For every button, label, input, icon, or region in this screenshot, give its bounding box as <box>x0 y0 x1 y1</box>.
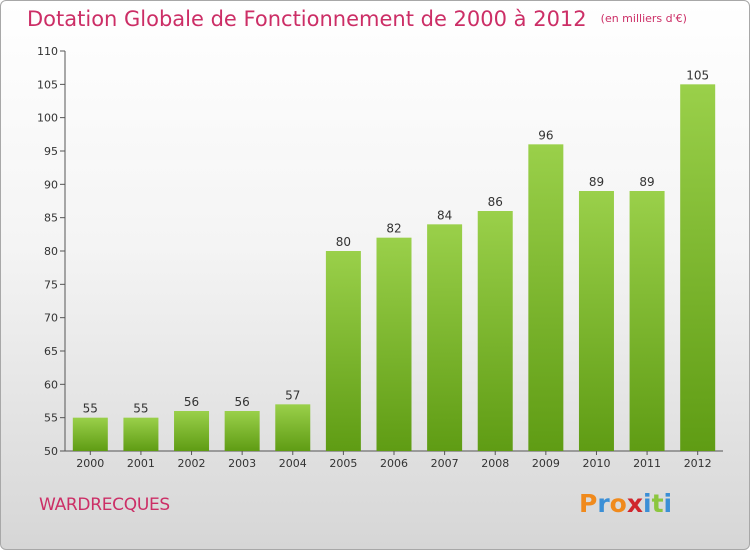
chart-title: Dotation Globale de Fonctionnement de 20… <box>27 7 687 31</box>
y-tick-label: 75 <box>44 278 58 291</box>
bar-2006 <box>376 237 412 451</box>
chart-subtitle: (en milliers d'€) <box>600 12 687 25</box>
bar-2001 <box>123 417 159 451</box>
chart-axes: 50 55 60 65 70 75 80 85 90 95 100 105 110 2000 2001 200… <box>37 45 723 470</box>
y-tick-label: 70 <box>44 312 58 325</box>
x-tick-label: 2000 <box>76 457 104 470</box>
logo-letter: P <box>579 489 598 518</box>
y-tick-label: 110 <box>37 45 58 58</box>
chart-bars: 55 55 56 56 57 80 82 84 86 96 89 89 105 <box>72 68 716 452</box>
bar-value-label: 56 <box>235 395 250 409</box>
x-tick-label: 2004 <box>279 457 307 470</box>
bar-2002 <box>174 411 210 451</box>
bar-value-label: 89 <box>589 175 604 189</box>
y-tick-label: 85 <box>44 212 58 225</box>
bar-2005 <box>325 251 361 451</box>
bar-2010 <box>578 191 614 451</box>
y-tick-label: 55 <box>44 412 58 425</box>
commune-name: WARDRECQUES <box>39 495 170 515</box>
y-tick-label: 100 <box>37 112 58 125</box>
bar-value-label: 84 <box>437 208 452 222</box>
y-tick-label: 50 <box>44 445 58 458</box>
bar-value-label: 105 <box>686 68 709 82</box>
bar-2003 <box>224 411 260 451</box>
logo-letter: i <box>663 489 673 518</box>
bar-2009 <box>528 144 564 452</box>
bar-value-label: 56 <box>184 395 199 409</box>
bar-2008 <box>477 211 513 451</box>
y-tick-label: 80 <box>44 245 58 258</box>
bar-value-label: 96 <box>538 128 553 142</box>
y-tick-label: 105 <box>37 78 58 91</box>
bar-value-label: 86 <box>488 195 503 209</box>
x-tick-label: 2012 <box>684 457 712 470</box>
x-tick-label: 2011 <box>633 457 661 470</box>
bar-2012 <box>680 84 716 451</box>
logo-letter: t <box>651 489 664 518</box>
x-tick-label: 2001 <box>127 457 155 470</box>
x-tick-label: 2006 <box>380 457 408 470</box>
logo-letter: i <box>643 489 652 518</box>
x-tick-label: 2002 <box>178 457 206 470</box>
y-tick-label: 95 <box>44 145 58 158</box>
x-tick-label: 2010 <box>582 457 610 470</box>
proxiti-logo: Proxiti <box>579 489 672 518</box>
logo-letter: x <box>626 489 643 518</box>
y-tick-label: 60 <box>44 378 58 391</box>
y-tick-label: 90 <box>44 178 58 191</box>
bar-value-label: 55 <box>133 402 148 416</box>
bar-value-label: 57 <box>285 388 300 402</box>
bar-value-label: 89 <box>639 175 654 189</box>
bar-2004 <box>275 404 311 451</box>
y-tick-label: 65 <box>44 345 58 358</box>
x-tick-label: 2009 <box>532 457 560 470</box>
x-tick-label: 2005 <box>329 457 357 470</box>
bar-value-label: 82 <box>386 222 401 236</box>
bar-2000 <box>72 417 108 451</box>
x-tick-label: 2007 <box>431 457 459 470</box>
x-tick-label: 2008 <box>481 457 509 470</box>
logo-letter: o <box>609 489 627 518</box>
bar-value-label: 55 <box>83 402 98 416</box>
logo-letter: r <box>597 489 610 518</box>
x-tick-label: 2003 <box>228 457 256 470</box>
bar-2007 <box>427 224 463 451</box>
bar-2011 <box>629 191 665 451</box>
bar-value-label: 80 <box>336 235 351 249</box>
chart-title-text: Dotation Globale de Fonctionnement de 20… <box>27 7 587 31</box>
